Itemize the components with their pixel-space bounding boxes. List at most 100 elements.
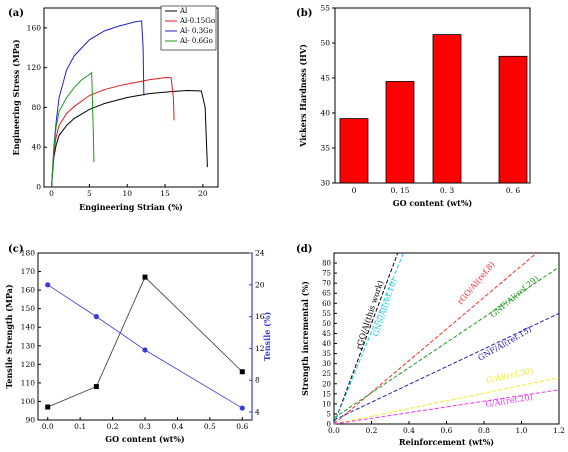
- x-tick-label: 15: [160, 189, 170, 198]
- bar: [339, 118, 369, 184]
- y-axis-label: Strength incremental (%): [300, 281, 310, 396]
- legend-label: Al- 0.6Go: [179, 37, 213, 45]
- series-annotation: G/Al(ref.30): [486, 366, 534, 385]
- series-line: [47, 284, 243, 409]
- x-tick-label: 0.5: [204, 422, 216, 431]
- y-tick-label: 80: [322, 260, 331, 268]
- x-tick-label: 0. 15: [390, 186, 409, 195]
- y-tick-label: 40: [322, 340, 331, 348]
- series-point: [142, 347, 148, 353]
- series-line: [333, 252, 537, 425]
- x-tick-label: 0. 6: [506, 186, 521, 195]
- series-line: [333, 312, 560, 421]
- bar: [385, 81, 415, 184]
- y2-tick-label: 20: [255, 280, 265, 289]
- x-tick-label: 0.6: [441, 426, 453, 435]
- x-axis-label: Engineering Strian (%): [79, 202, 183, 212]
- panel-a-frame: [43, 7, 219, 188]
- panel-b-frame: [334, 7, 531, 184]
- x-tick-label: 0.2: [366, 426, 378, 435]
- legend-label: Al-0.15Go: [179, 17, 215, 25]
- series-point: [93, 314, 99, 320]
- y-tick-label: 50: [322, 320, 331, 328]
- y2-tick-label: 8: [255, 376, 260, 385]
- series-line: [51, 71, 95, 188]
- y-tick-label: 35: [320, 144, 330, 153]
- y-tick-label: 5: [327, 410, 331, 418]
- panel-a-label: (a): [8, 8, 24, 19]
- bar: [432, 34, 462, 184]
- y-tick-label: 60: [322, 300, 331, 308]
- x-tick-label: 20: [198, 189, 208, 198]
- series-line: [51, 90, 208, 188]
- y-tick-label: 55: [320, 4, 330, 13]
- x-axis-label: GO content (wt%): [105, 434, 185, 444]
- series-line: [51, 77, 175, 188]
- y-tick-label: 45: [320, 74, 330, 83]
- y-tick-label: 45: [322, 330, 331, 338]
- legend-label: Al- 0.3Go: [179, 27, 213, 35]
- series-point: [93, 384, 99, 390]
- legend-box: [160, 5, 217, 51]
- y-tick-label: 10: [322, 400, 331, 408]
- y-tick-label: 160: [27, 23, 42, 32]
- series-line: [333, 266, 560, 419]
- y-tick-label: 130: [21, 341, 36, 350]
- x-tick-label: 5: [87, 189, 92, 198]
- series-point: [142, 274, 148, 280]
- x-tick-label: 0.1: [74, 422, 86, 431]
- panel-d-label: (d): [296, 244, 312, 255]
- series-annotation: GNF/Al(ref.15): [477, 325, 534, 363]
- x-tick-label: 1.0: [516, 426, 528, 435]
- x-tick-label: 0.6: [236, 422, 248, 431]
- y-tick-label: 160: [21, 286, 36, 295]
- y-tick-label: 0: [36, 183, 41, 192]
- y-tick-label: 140: [21, 323, 36, 332]
- y-tick-label: 90: [25, 416, 35, 425]
- y-tick-label: 100: [21, 397, 36, 406]
- series-point: [45, 282, 51, 288]
- y-tick-label: 55: [322, 310, 331, 318]
- y-tick-label: 30: [322, 360, 331, 368]
- y2-tick-label: 24: [255, 249, 265, 258]
- series-line: [51, 20, 145, 188]
- y-tick-label: 35: [322, 350, 331, 358]
- y-tick-label: 30: [320, 179, 330, 188]
- x-tick-label: 0.0: [42, 422, 54, 431]
- y-tick-label: 50: [320, 39, 330, 48]
- bar: [498, 55, 528, 184]
- series-line: [333, 252, 404, 425]
- x-tick-label: 0.2: [107, 422, 119, 431]
- y-axis-label: Tensile Strength (MPa): [4, 284, 14, 389]
- y-tick-label: 20: [322, 380, 331, 388]
- y-tick-label: 75: [322, 270, 331, 278]
- y-tick-label: 150: [21, 304, 36, 313]
- y-axis-label: Engineering Stress (MPa): [11, 39, 21, 155]
- series-point: [45, 404, 51, 410]
- y-tick-label: 40: [320, 109, 330, 118]
- series-annotation: GNF/Al(ref.29): [489, 274, 541, 320]
- x-tick-label: 0.4: [403, 426, 415, 435]
- series-annotation: rGO/Al(ref.8): [456, 260, 497, 306]
- y-tick-label: 80: [31, 103, 41, 112]
- y2-tick-label: 12: [255, 344, 265, 353]
- x-axis-label: GO content (wt%): [393, 198, 473, 208]
- y-tick-label: 110: [21, 378, 36, 387]
- x-tick-label: 1.2: [553, 426, 565, 435]
- y2-tick-label: 16: [255, 312, 265, 321]
- series-line: [333, 252, 399, 425]
- series-line: [333, 377, 560, 425]
- y-tick-label: 15: [322, 390, 331, 398]
- y-axis-label: Vickers Hardness (HV): [298, 44, 308, 148]
- y-tick-label: 180: [21, 249, 36, 258]
- x-tick-label: 0.4: [171, 422, 183, 431]
- y-tick-label: 120: [27, 63, 42, 72]
- y-tick-label: 0: [327, 421, 331, 429]
- y-tick-label: 40: [31, 143, 41, 152]
- x-tick-label: 0.3: [139, 422, 151, 431]
- y-tick-label: 120: [21, 360, 36, 369]
- y-tick-label: 65: [322, 290, 331, 298]
- panel-b-label: (b): [296, 8, 312, 19]
- series-annotation: G/Al(ref.20): [485, 393, 533, 409]
